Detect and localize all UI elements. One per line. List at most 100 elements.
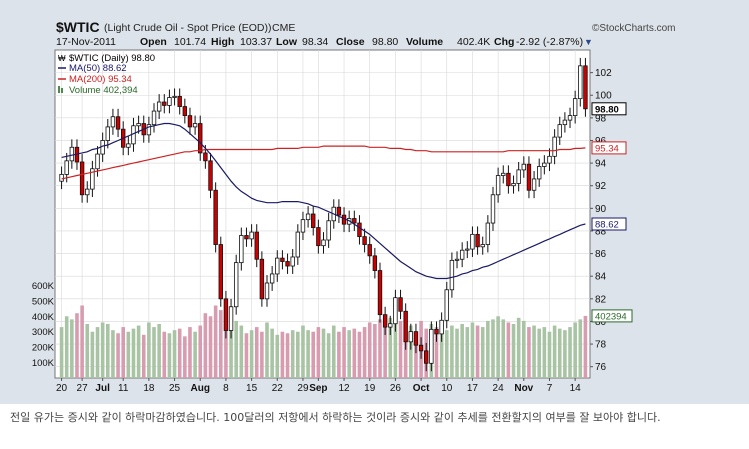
volume-bar: [409, 325, 413, 378]
volume-bar: [198, 325, 203, 378]
volume-bar: [347, 330, 351, 378]
volume-bar: [296, 331, 300, 378]
candle-body: [388, 323, 393, 328]
candle-body: [223, 298, 229, 331]
chart-exchange: CME: [272, 22, 295, 34]
volume-bar: [434, 327, 439, 378]
legend-volume: Volume 402,394: [69, 85, 138, 96]
volume-bar: [290, 330, 295, 378]
low-label: Low: [276, 36, 298, 48]
ma50-badge: 88.62: [591, 217, 627, 231]
volume-bar: [342, 327, 346, 378]
volume-bar: [383, 322, 387, 378]
date-tick-label: 22: [272, 383, 284, 394]
candle-body: [537, 166, 542, 180]
candle-body: [531, 178, 537, 191]
candle-body: [136, 123, 141, 127]
volume-bar: [111, 330, 115, 378]
volume-bar: [193, 331, 197, 378]
date-tick-label: 18: [143, 383, 155, 394]
ma50-badge-text: 88.62: [595, 220, 619, 231]
high-label: High: [211, 36, 234, 48]
volume-bar: [254, 327, 259, 378]
volume-label: Volume: [406, 36, 443, 48]
date-tick-label: 29: [297, 383, 309, 394]
volume-bar: [439, 331, 444, 378]
volume-bar: [547, 331, 552, 378]
candle-body: [336, 206, 342, 216]
volume-bar: [147, 322, 151, 378]
volume-bar: [172, 330, 177, 378]
brand-logo: ©StockCharts.com: [592, 23, 676, 34]
candle-body: [110, 116, 116, 128]
volume-bar: [321, 328, 326, 378]
date-tick-label: 25: [169, 383, 181, 394]
plot-area: [54, 49, 591, 379]
volume-bar: [301, 325, 305, 378]
volume-bar: [516, 317, 521, 378]
price-tick-label: 102: [595, 68, 612, 79]
date-tick-label: 19: [364, 383, 376, 394]
open-value: 101.74: [174, 36, 206, 48]
volume-tick-label: 500K: [32, 296, 55, 307]
candle-body: [316, 227, 321, 247]
volume-bar: [208, 316, 213, 378]
candle-body: [300, 219, 306, 233]
ma50-line: [61, 122, 586, 280]
chg-down-arrow-icon: ▼: [584, 37, 593, 47]
candle-body: [475, 233, 480, 248]
chart-symbol: $WTIC: [56, 19, 100, 35]
date-tick-label: Jul: [95, 383, 110, 394]
volume-bar: [157, 324, 161, 378]
volume-bar: [218, 310, 223, 378]
legend-volume-swatch: [58, 86, 60, 93]
volume-bar: [306, 330, 310, 378]
price-tick-label: 82: [595, 294, 607, 305]
volume-bar: [116, 333, 120, 378]
volume-bar: [337, 331, 341, 378]
date-tick-label: 15: [246, 383, 258, 394]
volume-bar: [331, 325, 336, 378]
volume-bars: [59, 303, 588, 378]
volume-bar: [121, 327, 125, 378]
candle-body: [208, 160, 213, 191]
candle-body: [444, 289, 449, 321]
candle-body: [326, 220, 331, 241]
date-tick-label: 24: [493, 383, 505, 394]
volume-bar: [316, 327, 321, 378]
volume-bar: [352, 328, 357, 378]
candle-body: [572, 98, 578, 117]
candle-body: [295, 231, 301, 258]
date-tick-label: 27: [77, 383, 89, 394]
volume-bar: [450, 325, 454, 378]
candle-body: [367, 244, 372, 257]
volume-bar: [527, 327, 531, 378]
date-tick-label: Oct: [413, 383, 430, 394]
volume-bar: [183, 336, 187, 378]
volume-bar: [141, 334, 146, 378]
date-axis: 20 27 Jul 11 18 25 Aug 8 15 22 29 Sep 12 19 26 Oct 10 17 2…: [56, 378, 581, 394]
volume-bar: [224, 303, 228, 378]
candle-body: [203, 152, 208, 162]
volume-bar: [532, 325, 536, 378]
volume-bar: [213, 305, 218, 378]
candle-body: [408, 331, 414, 343]
candle-body: [156, 101, 162, 112]
candle-body: [182, 106, 188, 117]
date-tick-label: Sep: [309, 383, 327, 394]
chg-value: -2.92 (-2.87%): [516, 36, 583, 48]
volume-bar: [398, 320, 403, 378]
candle-body: [290, 256, 295, 267]
price-tick-label: 100: [595, 91, 612, 102]
volume-tick-label: 600K: [32, 281, 55, 292]
volume-bar: [270, 328, 274, 378]
date-tick-label: 20: [56, 383, 68, 394]
candle-body: [567, 115, 573, 121]
ma200-badge-text: 95.34: [595, 143, 619, 154]
candle-body: [562, 119, 568, 126]
date-tick-label: 12: [338, 383, 350, 394]
candle-body: [413, 331, 419, 346]
volume-bar: [496, 316, 500, 378]
volume-bar: [491, 319, 495, 378]
volume-bar: [100, 322, 105, 378]
